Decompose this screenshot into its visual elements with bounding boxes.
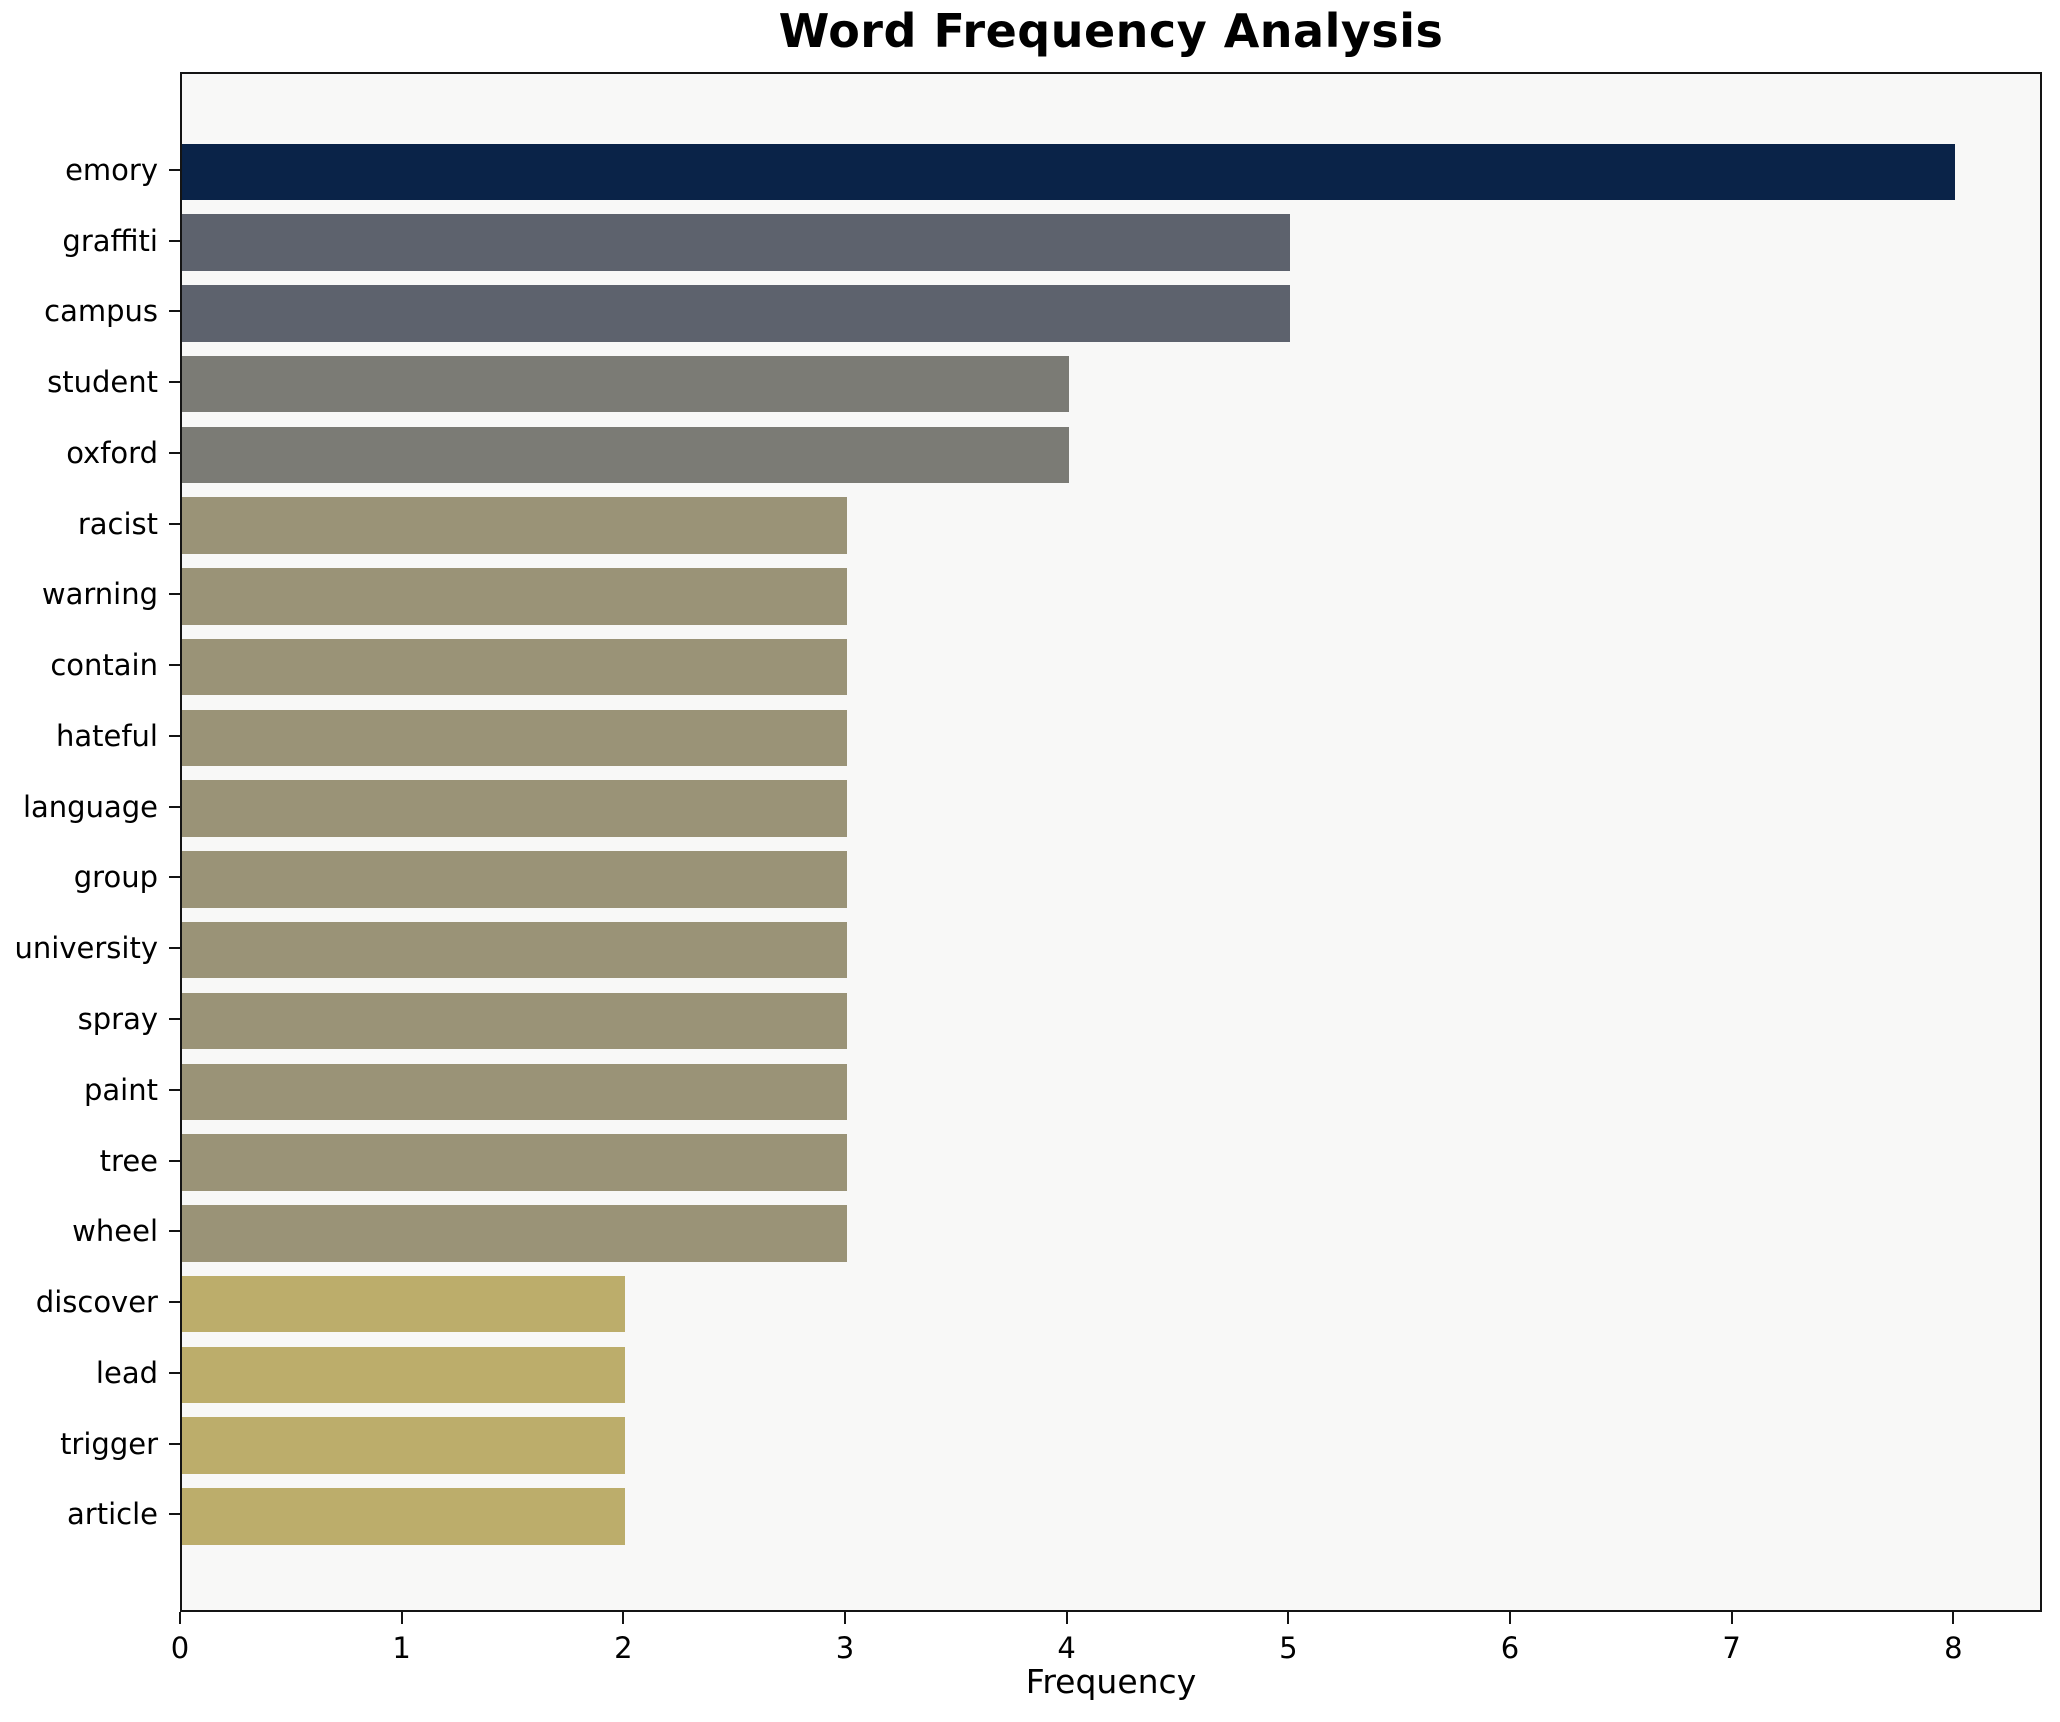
y-tick-mark	[169, 310, 180, 313]
y-tick-label-campus: campus	[44, 294, 158, 329]
y-tick-label-warning: warning	[41, 577, 158, 612]
bar-oxford	[182, 426, 1069, 484]
x-tick-mark	[1065, 1612, 1068, 1624]
y-tick-mark	[169, 1230, 180, 1233]
bar-racist	[182, 497, 847, 554]
x-tick-label-7: 7	[1722, 1631, 1741, 1665]
bar-contain	[182, 638, 847, 696]
bar-student	[182, 355, 1069, 413]
x-tick-label-1: 1	[392, 1631, 411, 1665]
x-tick-label-4: 4	[1057, 1631, 1076, 1665]
bar-university	[182, 921, 847, 979]
x-tick-mark	[1952, 1612, 1955, 1624]
x-tick-label-8: 8	[1944, 1631, 1963, 1665]
bar-warning	[182, 568, 847, 625]
x-tick-mark	[844, 1612, 846, 1624]
y-tick-label-racist: racist	[77, 506, 158, 541]
bar-trigger	[182, 1417, 626, 1474]
y-tick-mark	[169, 1442, 180, 1445]
x-tick-mark	[1287, 1612, 1290, 1624]
bar-language	[182, 780, 847, 837]
x-tick-mark	[179, 1612, 181, 1624]
y-tick-label-language: language	[22, 789, 158, 824]
y-tick-label-group: group	[73, 860, 158, 895]
bar-paint	[182, 1063, 847, 1120]
x-tick-mark	[1730, 1612, 1733, 1624]
x-tick-label-3: 3	[835, 1631, 855, 1665]
x-tick-label-2: 2	[614, 1631, 633, 1665]
plot-area	[180, 72, 2042, 1612]
bar-group	[182, 851, 847, 908]
bar-campus	[182, 285, 1291, 342]
y-tick-mark	[169, 947, 180, 950]
y-tick-mark	[169, 451, 180, 454]
y-tick-mark	[169, 522, 180, 525]
y-tick-label-student: student	[47, 365, 158, 400]
y-tick-label-wheel: wheel	[72, 1214, 158, 1249]
x-tick-mark	[622, 1612, 625, 1624]
y-tick-mark	[169, 664, 180, 667]
y-tick-label-tree: tree	[99, 1143, 158, 1178]
y-tick-label-emory: emory	[65, 152, 158, 187]
y-tick-label-graffiti: graffiti	[62, 223, 158, 258]
y-tick-label-contain: contain	[50, 648, 158, 683]
x-tick-label-0: 0	[170, 1631, 190, 1665]
bar-wheel	[182, 1205, 847, 1262]
y-tick-mark	[169, 593, 180, 596]
y-tick-mark	[169, 168, 180, 171]
bar-spray	[182, 992, 847, 1050]
y-tick-mark	[169, 734, 180, 737]
bar-emory	[182, 143, 1956, 200]
y-tick-label-spray: spray	[77, 1001, 158, 1036]
y-tick-label-article: article	[67, 1497, 158, 1532]
x-tick-mark	[1509, 1612, 1511, 1624]
y-tick-mark	[169, 1301, 180, 1304]
y-tick-mark	[169, 1088, 180, 1091]
y-tick-mark	[169, 1159, 180, 1162]
y-tick-mark	[169, 381, 180, 384]
bar-tree	[182, 1134, 847, 1191]
bar-hateful	[182, 709, 847, 767]
y-tick-label-paint: paint	[84, 1072, 158, 1107]
y-tick-mark	[169, 1513, 180, 1516]
y-tick-mark	[169, 805, 180, 808]
y-tick-mark	[169, 1017, 180, 1020]
x-axis-title: Frequency	[1025, 1662, 1197, 1701]
bar-lead	[182, 1346, 626, 1404]
bar-article	[182, 1488, 626, 1545]
y-tick-label-hateful: hateful	[55, 718, 158, 753]
y-tick-label-discover: discover	[35, 1285, 158, 1320]
y-tick-label-oxford: oxford	[66, 435, 158, 470]
chart-title: Word Frequency Analysis	[778, 4, 1444, 58]
y-tick-mark	[169, 239, 180, 242]
y-tick-label-university: university	[14, 931, 158, 966]
bar-discover	[182, 1275, 626, 1333]
x-tick-mark	[400, 1612, 403, 1624]
y-tick-label-lead: lead	[95, 1355, 158, 1390]
y-tick-mark	[169, 1371, 180, 1374]
bar-graffiti	[182, 214, 1291, 271]
x-tick-label-6: 6	[1500, 1631, 1520, 1665]
y-tick-mark	[169, 876, 180, 879]
y-tick-label-trigger: trigger	[60, 1426, 158, 1461]
x-tick-label-5: 5	[1279, 1631, 1298, 1665]
